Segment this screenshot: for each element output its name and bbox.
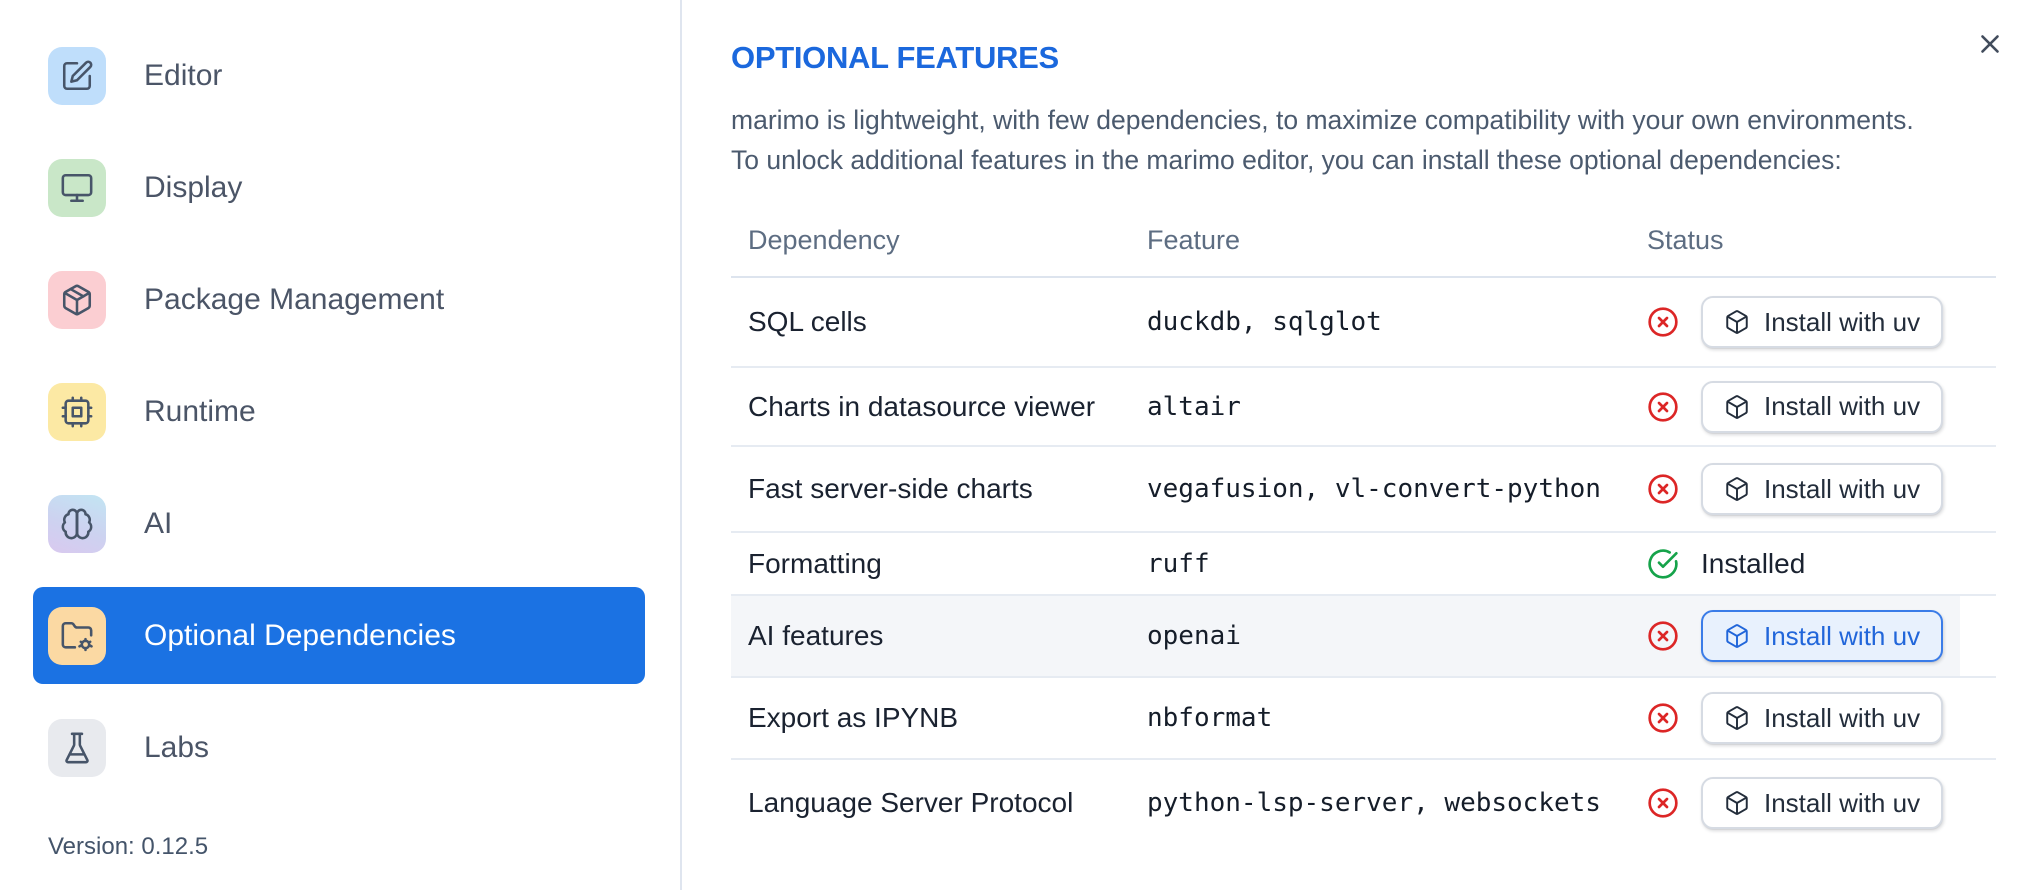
dependency-cell: AI features [748,620,884,651]
box-icon [1724,623,1750,649]
close-icon [1975,29,2005,59]
sidebar-nav: Editor Display Package Management Runtim… [0,0,680,796]
table-row: AI features openai Install with uv [731,596,1996,678]
dependency-cell: Fast server-side charts [748,473,1033,504]
table-row: Charts in datasource viewer altair Insta… [731,368,1996,447]
folder-cog-icon [48,606,106,665]
sidebar-item-label: AI [144,506,173,540]
description-line-1: marimo is lightweight, with few dependen… [731,105,1914,135]
feature-cell: nbformat [1147,703,1273,733]
cpu-icon [48,382,106,441]
sidebar-item-optional-dependencies[interactable]: Optional Dependencies [33,587,645,684]
sidebar-item-label: Editor [144,58,223,92]
dependency-cell: Language Server Protocol [748,787,1074,818]
status-cell: Install with uv [1647,296,1996,348]
status-cell: Installed [1647,548,1996,580]
status-missing-icon [1647,702,1679,734]
dependency-cell: Formatting [748,547,882,579]
status-missing-icon [1647,787,1679,819]
feature-cell: duckdb, sqlglot [1147,307,1382,337]
dependencies-table: Dependency Feature Status SQL cells duck… [731,204,1996,846]
box-icon [1724,476,1750,502]
feature-cell: vegafusion, vl-convert-python [1147,474,1601,504]
sidebar-item-label: Display [144,170,243,204]
settings-sidebar: Editor Display Package Management Runtim… [0,0,682,890]
header-status: Status [1647,224,1724,255]
box-icon [1724,394,1750,420]
install-with-uv-button[interactable]: Install with uv [1701,692,1944,744]
table-row: Formatting ruff Installed [731,533,1996,596]
feature-cell: python-lsp-server, websockets [1147,788,1601,818]
dependency-cell: SQL cells [748,306,867,337]
sidebar-item-runtime[interactable]: Runtime [33,363,645,460]
status-cell: Install with uv [1647,692,1996,744]
close-button[interactable] [1968,22,2012,66]
sidebar-item-editor[interactable]: Editor [33,27,645,124]
flask-icon [48,718,106,777]
brain-icon [48,494,106,553]
sidebar-item-labs[interactable]: Labs [33,699,645,796]
sidebar-item-package-management[interactable]: Package Management [33,251,645,348]
version-label: Version: 0.12.5 [48,833,209,860]
dependency-cell: Export as IPYNB [748,702,959,733]
description-line-2: To unlock additional features in the mar… [731,145,1842,175]
feature-cell: altair [1147,391,1241,422]
feature-cell: ruff [1147,548,1210,579]
table-row: Language Server Protocol python-lsp-serv… [731,760,1996,846]
installed-label: Installed [1701,547,1806,579]
sidebar-item-ai[interactable]: AI [33,475,645,572]
status-cell: Install with uv [1647,463,1996,515]
package-icon [48,270,106,329]
status-missing-icon [1647,473,1679,505]
page-title: OPTIONAL FEATURES [731,40,1059,75]
square-pen-icon [48,46,106,105]
table-body: SQL cells duckdb, sqlglot Install with u… [731,278,1996,846]
install-with-uv-button[interactable]: Install with uv [1701,380,1944,433]
header-feature: Feature [1147,224,1241,255]
status-missing-icon [1647,306,1679,338]
box-icon [1724,790,1750,816]
header-dependency: Dependency [748,224,900,255]
table-row: Fast server-side charts vegafusion, vl-c… [731,447,1996,533]
box-icon [1724,705,1750,731]
sidebar-item-label: Runtime [144,394,256,428]
install-with-uv-button[interactable]: Install with uv [1701,777,1944,829]
sidebar-item-label: Labs [144,730,210,764]
description: marimo is lightweight, with few dependen… [731,100,1997,180]
install-with-uv-button[interactable]: Install with uv [1701,463,1944,515]
status-cell: Install with uv [1647,610,1996,662]
monitor-icon [48,158,106,217]
status-cell: Install with uv [1647,777,1996,829]
sidebar-item-display[interactable]: Display [33,139,645,236]
sidebar-item-label: Optional Dependencies [144,618,456,652]
feature-cell: openai [1147,621,1241,651]
status-installed-icon [1647,548,1679,580]
sidebar-item-label: Package Management [144,282,445,316]
status-missing-icon [1647,620,1679,652]
box-icon [1724,309,1750,335]
status-cell: Install with uv [1647,380,1996,433]
table-header: Dependency Feature Status [731,204,1996,278]
table-row: SQL cells duckdb, sqlglot Install with u… [731,278,1996,368]
dependency-cell: Charts in datasource viewer [748,390,1096,422]
install-with-uv-button[interactable]: Install with uv [1701,296,1944,348]
optional-features-panel: OPTIONAL FEATURES marimo is lightweight,… [684,0,2042,890]
table-row: Export as IPYNB nbformat Install with uv [731,678,1996,760]
install-with-uv-button[interactable]: Install with uv [1701,610,1944,662]
status-missing-icon [1647,391,1679,423]
